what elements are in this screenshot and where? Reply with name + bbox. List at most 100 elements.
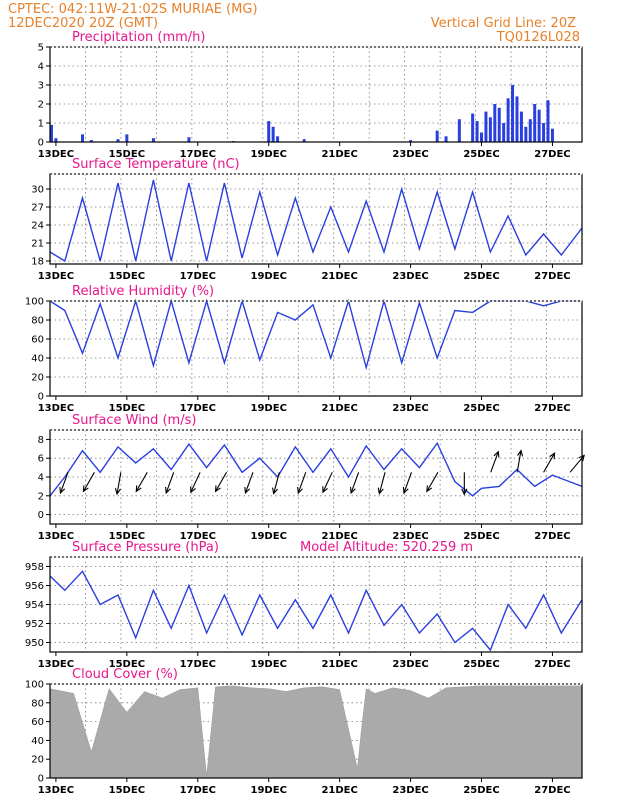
wind-arrowhead <box>272 487 279 495</box>
precip-bar <box>475 121 479 142</box>
precip-bar <box>54 138 58 142</box>
precip-bar <box>435 130 439 142</box>
wind-arrowhead <box>190 486 196 494</box>
precip-bar <box>502 123 506 142</box>
wind-arrow <box>82 472 95 492</box>
x-tick-label: 27DEC <box>534 785 570 796</box>
wind-arrowhead <box>578 454 585 462</box>
precip-bar <box>302 139 306 142</box>
x-tick-label: 13DEC <box>38 785 74 796</box>
x-tick-label: 13DEC <box>38 659 74 670</box>
precip-bar <box>276 136 280 142</box>
x-tick-label: 13DEC <box>38 149 74 160</box>
x-tick-label: 15DEC <box>109 271 145 282</box>
precip-bar <box>506 98 510 142</box>
y-tick-label: 0 <box>38 510 44 521</box>
series-line <box>49 441 583 497</box>
wind-arrow <box>165 472 175 494</box>
precip-bar <box>49 124 53 142</box>
panel-title: Precipitation (mm/h) <box>72 30 205 45</box>
precip-bar <box>542 123 546 142</box>
wind-arrowhead <box>402 486 409 495</box>
x-tick-label: 25DEC <box>463 659 499 670</box>
series-line <box>49 570 583 652</box>
y-tick-label: 100 <box>25 680 44 691</box>
wind-arrowhead <box>493 450 500 458</box>
y-tick-label: 21 <box>31 239 44 250</box>
precip-bar <box>488 117 492 142</box>
precip-bar <box>533 104 537 142</box>
y-tick-label: 80 <box>31 316 44 327</box>
x-tick-label: 15DEC <box>109 149 145 160</box>
y-tick-label: 20 <box>31 373 44 384</box>
x-tick-label: 25DEC <box>463 531 499 542</box>
x-tick-label: 19DEC <box>251 531 287 542</box>
wind-arrow <box>273 472 280 494</box>
x-tick-label: 17DEC <box>180 785 216 796</box>
x-tick-label: 13DEC <box>38 271 74 282</box>
x-tick-label: 17DEC <box>180 531 216 542</box>
y-tick-label: 2 <box>38 100 44 111</box>
cloud-area <box>49 685 583 779</box>
panel-5: Cloud Cover (%) 0 20 40 60 80 100 13DEC 15DEC 17D… <box>25 667 583 796</box>
x-tick-label: 23DEC <box>392 531 428 542</box>
wind-arrowhead <box>549 452 556 460</box>
x-tick-label: 15DEC <box>109 785 145 796</box>
header-run-time: 12DEC2020 20Z (GMT) <box>8 16 158 31</box>
x-tick-label: 15DEC <box>109 659 145 670</box>
wind-arrow <box>59 472 69 494</box>
wind-arrowhead <box>165 486 171 495</box>
x-tick-label: 17DEC <box>180 403 216 414</box>
wind-arrow <box>490 451 499 473</box>
panel-1: Surface Temperature (nC) 18 21 24 27 30 13DEC 1… <box>31 157 583 282</box>
panel-title: Cloud Cover (%) <box>72 667 178 682</box>
y-tick-label: 18 <box>31 257 44 268</box>
y-tick-label: 5 <box>38 43 44 54</box>
wind-arrow <box>190 472 201 493</box>
x-tick-label: 23DEC <box>392 271 428 282</box>
y-tick-label: 6 <box>38 454 44 465</box>
wind-arrowhead <box>322 486 328 494</box>
precip-bar <box>511 85 515 142</box>
y-tick-label: 0 <box>38 774 44 785</box>
header-grid-line: Vertical Grid Line: 20Z <box>431 16 576 31</box>
wind-arrowhead <box>426 485 433 493</box>
x-tick-label: 19DEC <box>251 785 287 796</box>
precip-bar <box>125 134 129 142</box>
x-tick-label: 25DEC <box>463 149 499 160</box>
x-tick-label: 27DEC <box>534 659 570 670</box>
wind-arrowhead <box>349 486 356 495</box>
x-tick-label: 25DEC <box>463 785 499 796</box>
x-tick-label: 19DEC <box>251 271 287 282</box>
x-tick-label: 27DEC <box>534 271 570 282</box>
wind-arrowhead <box>114 488 121 496</box>
y-tick-label: 40 <box>31 736 44 747</box>
wind-arrowhead <box>297 486 303 495</box>
x-tick-label: 25DEC <box>463 271 499 282</box>
panel-title: Surface Wind (m/s) <box>72 413 196 428</box>
x-tick-label: 27DEC <box>534 403 570 414</box>
x-tick-label: 13DEC <box>38 531 74 542</box>
y-tick-label: 1 <box>38 119 44 130</box>
panel-title: Surface Pressure (hPa) <box>72 540 219 555</box>
y-tick-label: 954 <box>25 600 44 611</box>
x-tick-label: 23DEC <box>392 403 428 414</box>
y-tick-label: 4 <box>38 62 44 73</box>
panel-4: Surface Pressure (hPa) 950 952 954 956 958 13D… <box>25 540 583 670</box>
x-tick-label: 27DEC <box>534 531 570 542</box>
precip-bar <box>187 137 191 142</box>
y-tick-label: 60 <box>31 335 44 346</box>
precip-bar <box>537 109 541 142</box>
wind-arrow <box>350 472 360 494</box>
wind-arrow <box>516 450 522 473</box>
precip-bar <box>89 140 93 142</box>
x-tick-label: 13DEC <box>38 403 74 414</box>
y-tick-label: 100 <box>25 297 44 308</box>
precip-bar <box>493 104 497 142</box>
wind-arrow <box>116 472 122 495</box>
wind-arrow <box>215 472 228 492</box>
x-tick-label: 19DEC <box>251 149 287 160</box>
panel-0: Precipitation (mm/h) 0 1 2 3 4 5 13DEC 15DEC 17DE… <box>38 30 583 160</box>
x-tick-label: 21DEC <box>321 659 357 670</box>
x-tick-label: 25DEC <box>463 403 499 414</box>
